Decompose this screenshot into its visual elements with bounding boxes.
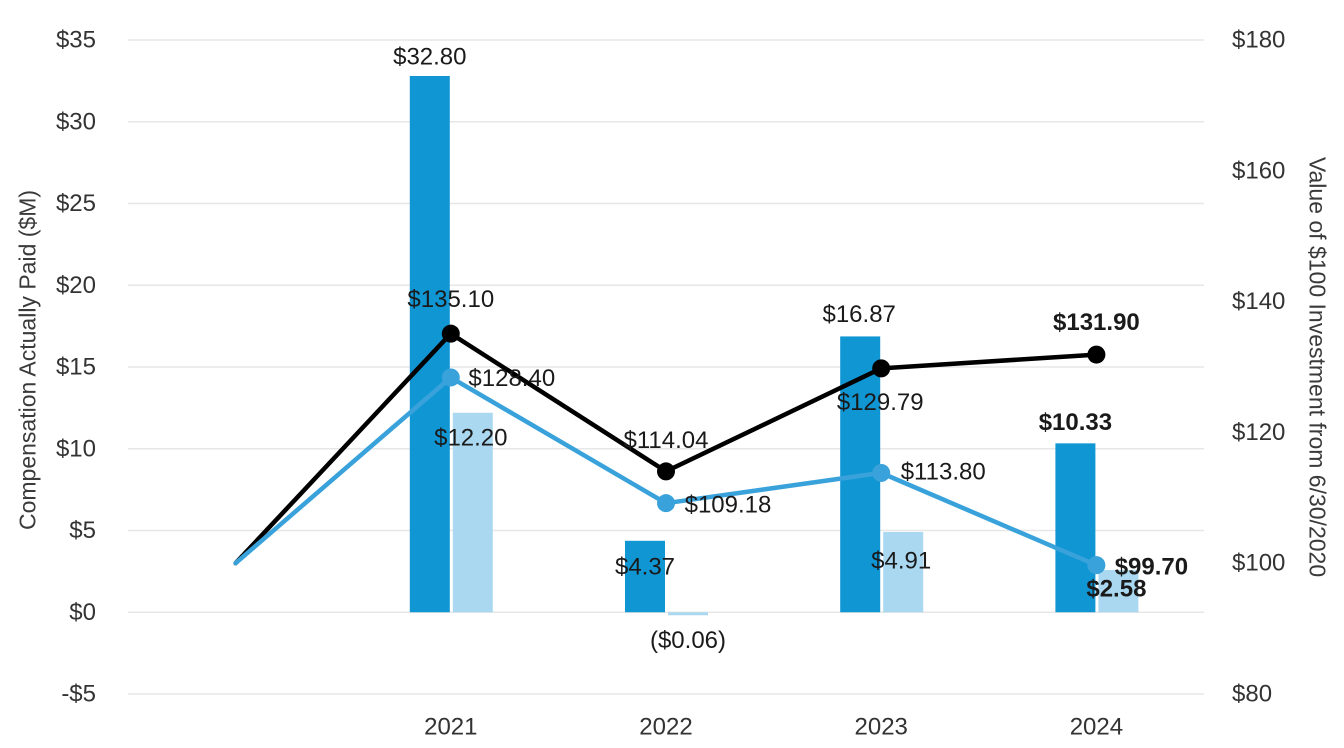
left-axis-tick-label: $20	[56, 272, 96, 299]
data-label-light-blue-line-2023: $113.80	[901, 458, 986, 485]
data-label-light-blue-line-2024: $99.70	[1115, 554, 1188, 581]
data-label-dark-blue-bars-2021: $32.80	[393, 43, 466, 70]
marker-black-line-2024	[1087, 345, 1106, 364]
data-label-black-line-2024: $131.90	[1053, 309, 1140, 336]
left-axis-tick-label: $35	[56, 27, 96, 54]
marker-black-line-2023	[872, 359, 891, 378]
right-axis-tick-label: $120	[1232, 419, 1285, 446]
data-label-light-blue-line-2022: $109.18	[685, 492, 772, 519]
marker-light-blue-line-2021	[441, 368, 460, 387]
marker-light-blue-line-2022	[657, 494, 675, 513]
data-label-light-blue-bars-2021: $12.20	[434, 424, 507, 451]
data-label-dark-blue-bars-2024: $10.33	[1039, 409, 1112, 436]
right-axis-tick-label: $80	[1232, 681, 1272, 708]
data-label-light-blue-line-2021: $128.40	[468, 365, 555, 392]
marker-light-blue-line-2023	[872, 463, 891, 482]
left-axis-tick-label: $15	[56, 354, 96, 381]
left-axis-tick-label: -$5	[61, 681, 96, 708]
marker-black-line-2022	[657, 462, 675, 481]
right-axis-tick-label: $100	[1232, 550, 1285, 577]
x-axis-label-2022: 2022	[639, 714, 692, 741]
data-label-black-line-2021: $135.10	[407, 286, 494, 313]
bar-light-blue-bars-2024	[1098, 570, 1139, 613]
data-label-light-blue-bars-2024: $2.58	[1086, 576, 1146, 603]
bar-dark-blue-bars-2024	[1055, 443, 1096, 613]
left-axis-tick-label: $10	[56, 435, 96, 462]
data-label-black-line-2022: $114.04	[624, 427, 709, 454]
marker-light-blue-line-2024	[1087, 556, 1106, 575]
data-label-dark-blue-bars-2023: $16.87	[822, 301, 895, 328]
data-label-light-blue-bars-2023: $4.91	[871, 547, 931, 574]
bar-light-blue-bars-2023	[883, 531, 924, 613]
data-label-black-line-2023: $129.79	[837, 389, 924, 416]
x-axis-label-2023: 2023	[855, 714, 908, 741]
left-axis-tick-label: $0	[69, 599, 96, 626]
data-label-dark-blue-bars-2022: $4.37	[615, 553, 675, 580]
left-axis-tick-label: $30	[56, 108, 96, 135]
right-axis-tick-label: $160	[1232, 157, 1285, 184]
marker-black-line-2021	[441, 324, 460, 343]
bar-dark-blue-bars-2022	[625, 540, 665, 613]
bar-light-blue-bars-2021	[452, 412, 493, 613]
x-axis-label-2024: 2024	[1070, 714, 1123, 741]
left-axis-tick-label: $5	[69, 517, 96, 544]
data-label-light-blue-bars-2022: ($0.06)	[650, 627, 726, 654]
right-axis-tick-label: $180	[1232, 27, 1285, 54]
left-axis-tick-label: $25	[56, 190, 96, 217]
x-axis-label-2021: 2021	[424, 714, 477, 741]
bar-light-blue-bars-2022	[668, 612, 708, 616]
right-axis-tick-label: $140	[1232, 288, 1285, 315]
